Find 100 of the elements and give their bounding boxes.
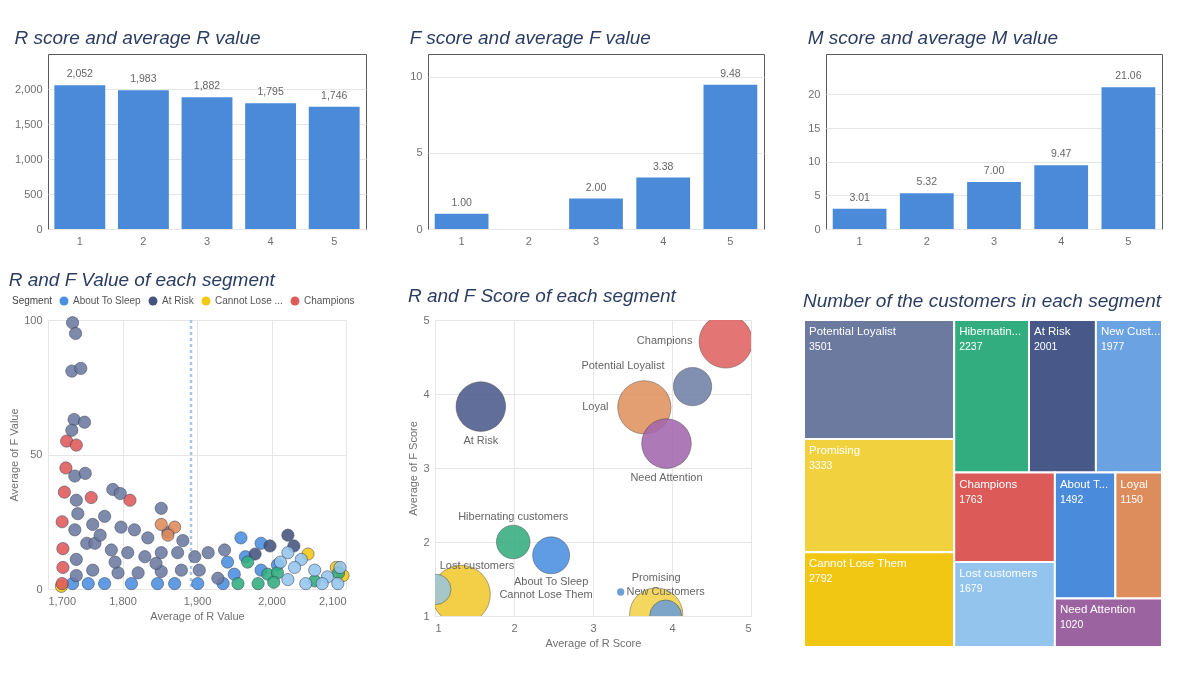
y-tick-label: 3 (423, 461, 430, 474)
data-label: 3.38 (652, 159, 674, 172)
x-tick-label: 1,900 (183, 594, 212, 607)
x-tick-label: 3 (592, 234, 600, 247)
data-label: 1763 (959, 492, 983, 505)
data-label: 9.47 (1050, 147, 1072, 160)
y-tick-label: 4 (423, 387, 430, 400)
y-tick-label: 1,000 (14, 152, 43, 165)
data-label: 9.48 (720, 66, 741, 79)
x-tick-label: 1 (76, 234, 83, 247)
category-label: Lost customers (959, 566, 1038, 579)
series-label: Cannot Lose Them (499, 587, 593, 600)
data-label: 1020 (1059, 618, 1084, 631)
x-tick-label: 5 (745, 621, 752, 634)
x-tick-label: 2,100 (318, 594, 347, 607)
chart-title: R and F Score of each segment (407, 285, 677, 306)
data-label: 1977 (1100, 340, 1125, 352)
category-label: Loyal (1120, 477, 1148, 490)
category-label: Champions (959, 477, 1018, 490)
data-label: 3501 (809, 340, 833, 352)
x-tick-label: 4 (660, 234, 667, 247)
data-label: 7.00 (983, 163, 1005, 176)
x-tick-label: 4 (1058, 234, 1065, 247)
y-tick-label: 100 (24, 313, 43, 326)
category-label: Cannot Lose Them (809, 557, 907, 570)
chart-title: R and F Value of each segment (8, 269, 276, 290)
y-tick-label: 0 (36, 582, 43, 595)
x-tick-label: 3 (990, 234, 998, 247)
y-tick-label: 50 (30, 448, 43, 460)
data-label: 3333 (809, 458, 833, 471)
x-tick-label: 2 (923, 234, 930, 247)
category-label: New Cust... (1100, 325, 1161, 337)
y-tick-label: 10 (410, 70, 423, 83)
data-label: 2.00 (585, 180, 607, 193)
y-tick-label: 0 (416, 222, 423, 235)
y-tick-label: 5 (423, 313, 430, 326)
data-label: 1,746 (321, 88, 348, 101)
data-label: 2237 (959, 340, 983, 352)
category-label: Need Attention (1059, 603, 1136, 616)
series-label: Potential Loyalist (581, 358, 665, 371)
text: Number of the customers in each segment (803, 290, 1162, 311)
category-label: About T... (1059, 477, 1109, 490)
y-tick-label: 2,000 (14, 82, 43, 95)
y-axis-title: Average of F Score (407, 421, 420, 516)
data-label: 1.00 (451, 195, 472, 208)
x-tick-label: 3 (590, 621, 597, 634)
category-label: At Risk (1033, 325, 1071, 337)
legend-label: Champions (304, 295, 355, 306)
category-label: Potential Loyalist (809, 325, 897, 337)
chart-title: M score and average M value (807, 27, 1059, 48)
legend-title: Segment (12, 295, 53, 306)
chart-title: F score and average F value (409, 27, 651, 48)
data-label: 1679 (959, 581, 983, 594)
data-label: 2,052 (66, 67, 94, 80)
y-axis-title: Average of F Value (8, 408, 21, 502)
category-label: Hibernatin... (959, 325, 1022, 337)
data-label: 21.06 (1115, 69, 1142, 82)
data-label: 1,795 (257, 85, 284, 98)
x-tick-label: 2 (140, 234, 147, 247)
x-tick-label: 4 (669, 621, 676, 634)
series-label: About To Sleep (513, 575, 589, 588)
y-tick-label: 2 (423, 535, 430, 548)
data-label: 1150 (1120, 492, 1144, 505)
y-tick-label: 500 (24, 187, 43, 200)
y-tick-label: 0 (36, 222, 43, 235)
chart-title: R score and average R value (14, 27, 261, 48)
series-label: At Risk (463, 433, 499, 446)
category-label: Promising (809, 443, 861, 456)
x-axis-title: Average of R Value (150, 609, 245, 622)
series-label: Champions (636, 334, 693, 347)
data-label: 3.01 (849, 190, 870, 203)
legend-label: At Risk (162, 295, 195, 306)
series-label: Loyal (582, 400, 609, 413)
series-label: Need Attention (630, 470, 703, 483)
x-tick-label: 1 (856, 234, 863, 247)
series-label: Promising (631, 571, 681, 584)
x-tick-label: 1 (458, 234, 465, 247)
data-label: 1,983 (130, 72, 157, 85)
data-label: 1492 (1059, 492, 1084, 505)
legend-label: Cannot Lose ... (215, 295, 283, 306)
x-tick-label: 4 (267, 234, 274, 247)
data-label: 5.32 (916, 175, 938, 188)
x-tick-label: 1 (435, 621, 442, 634)
y-tick-label: 1,500 (14, 117, 43, 130)
x-tick-label: 2,000 (258, 594, 286, 607)
data-label: 2792 (809, 572, 833, 585)
x-tick-label: 1,800 (109, 594, 137, 607)
y-tick-label: 1 (423, 609, 430, 622)
y-tick-label: 5 (416, 146, 423, 159)
y-tick-label: 20 (808, 87, 821, 100)
data-label: 1,882 (193, 79, 221, 92)
data-label: 2001 (1033, 340, 1058, 352)
y-tick-label: 5 (814, 188, 821, 201)
y-tick-label: 15 (808, 121, 821, 134)
y-tick-label: 10 (808, 155, 821, 168)
y-tick-label: 0 (814, 222, 821, 235)
x-tick-label: 5 (1125, 234, 1132, 247)
legend-label: About To Sleep (73, 295, 142, 306)
x-tick-label: 3 (203, 234, 211, 247)
x-tick-label: 1,700 (48, 594, 77, 607)
